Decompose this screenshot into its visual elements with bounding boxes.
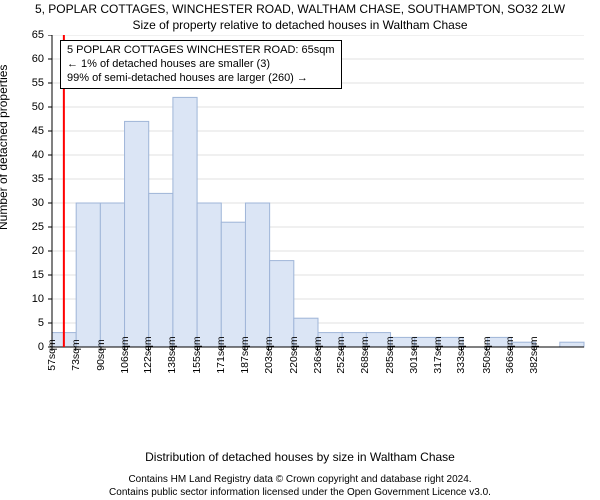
x-tick-label: 301sqm (408, 336, 420, 373)
chart-container: 5, POPLAR COTTAGES, WINCHESTER ROAD, WAL… (0, 0, 600, 500)
y-tick-label: 20 (32, 245, 44, 257)
y-tick-label: 50 (32, 101, 44, 113)
y-tick-label: 35 (32, 173, 44, 185)
x-tick-label: 333sqm (455, 336, 467, 373)
x-tick-label: 366sqm (504, 336, 516, 373)
x-tick-label: 73sqm (70, 339, 82, 371)
x-tick-label: 317sqm (432, 336, 444, 373)
y-tick-label: 55 (32, 77, 44, 89)
x-tick-label: 57sqm (46, 339, 58, 371)
y-tick-label: 0 (38, 341, 44, 353)
x-tick-label: 285sqm (384, 336, 396, 373)
x-tick-label: 268sqm (359, 336, 371, 373)
chart-title-main: 5, POPLAR COTTAGES, WINCHESTER ROAD, WAL… (0, 2, 600, 16)
x-tick-label: 220sqm (288, 336, 300, 373)
x-tick-label: 138sqm (166, 336, 178, 373)
x-tick-label: 122sqm (142, 336, 154, 373)
x-tick-label: 236sqm (312, 336, 324, 373)
y-tick-label: 5 (38, 317, 44, 329)
y-tick-label: 25 (32, 221, 44, 233)
annotation-box: 5 POPLAR COTTAGES WINCHESTER ROAD: 65sqm… (60, 40, 342, 89)
y-tick-label: 45 (32, 125, 44, 137)
annotation-line2: ← 1% of detached houses are smaller (3) (67, 58, 335, 72)
x-tick-label: 203sqm (263, 336, 275, 373)
x-tick-label: 382sqm (528, 336, 540, 373)
y-tick-label: 65 (32, 29, 44, 41)
y-tick-label: 15 (32, 269, 44, 281)
annotation-line3: 99% of semi-detached houses are larger (… (67, 72, 335, 86)
footer-line2: Contains public sector information licen… (0, 487, 600, 498)
x-axis-label: Distribution of detached houses by size … (0, 450, 600, 464)
footer-line1: Contains HM Land Registry data © Crown c… (0, 474, 600, 485)
x-tick-label: 187sqm (239, 336, 251, 373)
y-tick-label: 30 (32, 197, 44, 209)
x-tick-label: 106sqm (119, 336, 131, 373)
x-tick-label: 252sqm (335, 336, 347, 373)
annotation-line1: 5 POPLAR COTTAGES WINCHESTER ROAD: 65sqm (67, 44, 335, 58)
chart-title-sub: Size of property relative to detached ho… (0, 18, 600, 32)
y-tick-label: 60 (32, 53, 44, 65)
y-tick-label: 10 (32, 293, 44, 305)
x-tick-label: 155sqm (191, 336, 203, 373)
x-tick-label: 171sqm (215, 336, 227, 373)
y-axis-label: Number of detached properties (0, 65, 10, 230)
x-tick-label: 350sqm (481, 336, 493, 373)
y-tick-label: 40 (32, 149, 44, 161)
x-tick-label: 90sqm (95, 339, 107, 371)
